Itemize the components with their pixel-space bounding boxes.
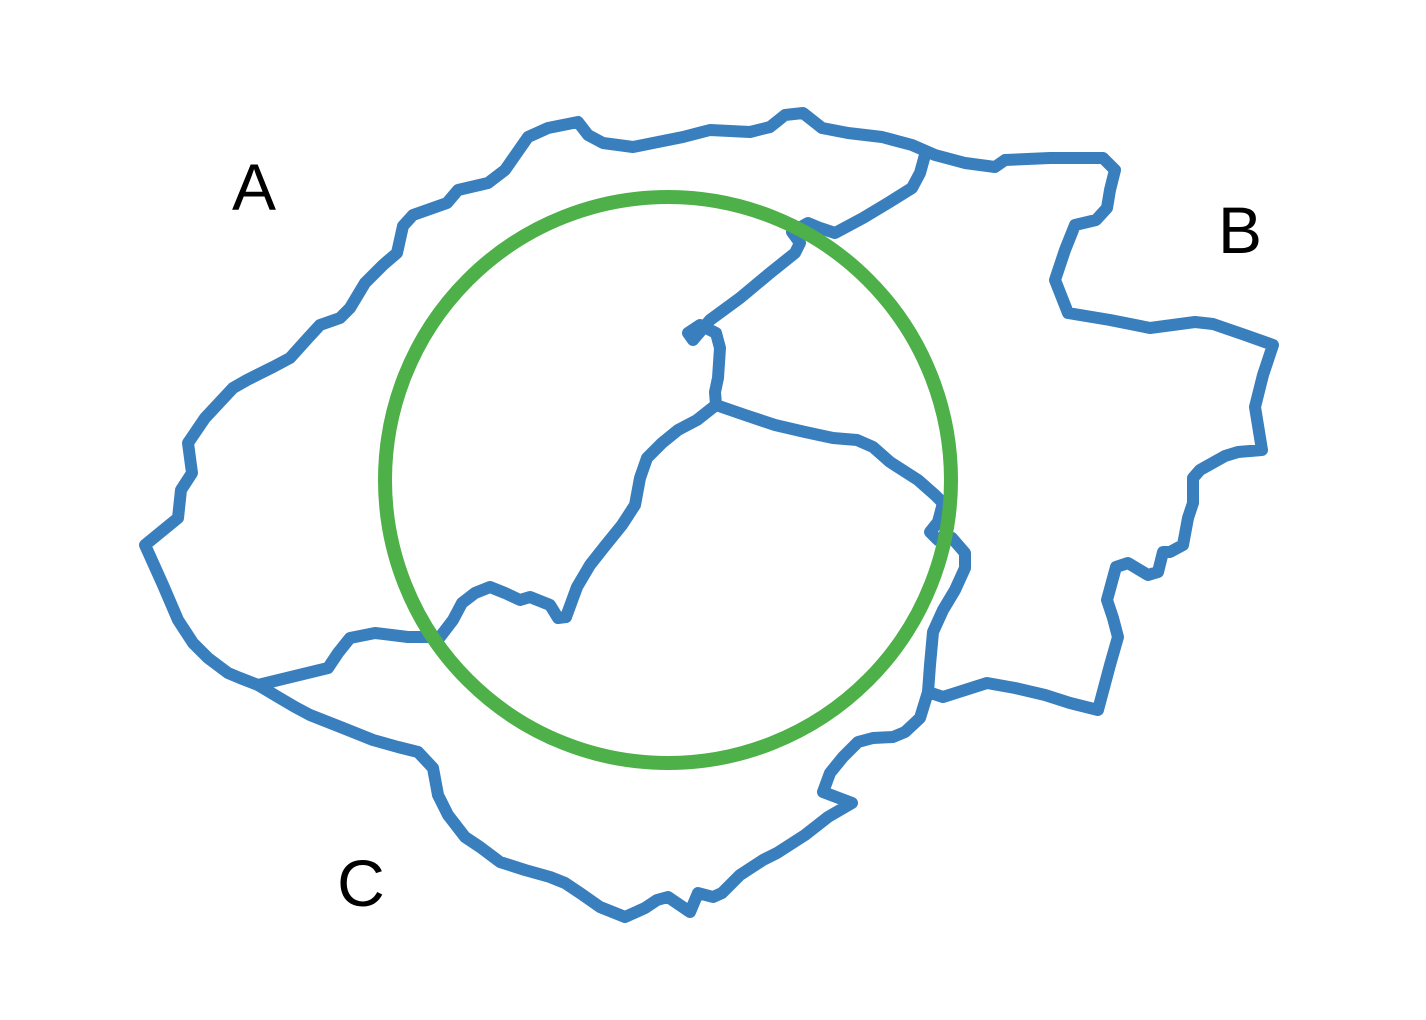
boundary-a-c — [252, 581, 572, 691]
region-label-a: A — [232, 150, 276, 224]
outer-boundary — [139, 107, 1279, 923]
highlight-circle — [378, 190, 958, 770]
boundary-a-c-interior — [560, 399, 722, 623]
region-label-c: C — [337, 846, 385, 920]
boundary-a-b-interior — [682, 149, 931, 411]
region-label-b: B — [1218, 193, 1262, 267]
boundary-b-c-interior — [710, 399, 971, 698]
